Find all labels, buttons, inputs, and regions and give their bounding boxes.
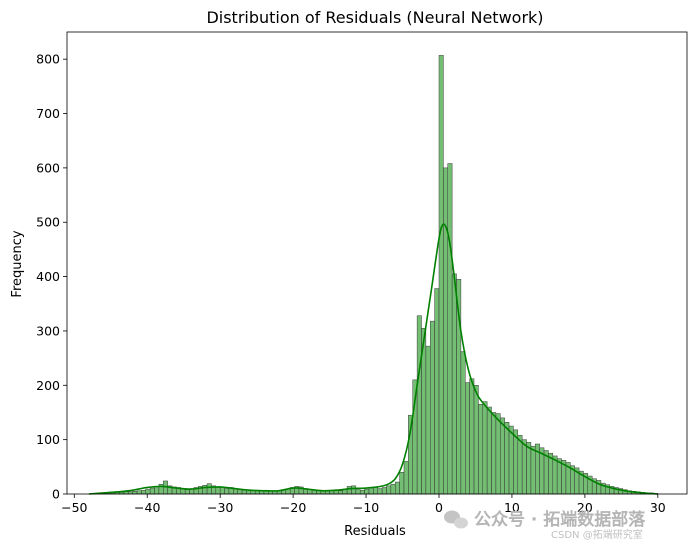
histogram-bar (215, 487, 221, 495)
y-tick-label: 200 (36, 378, 60, 393)
histogram-bar (434, 288, 440, 495)
histogram-bar (460, 351, 466, 495)
x-tick-label: −30 (207, 500, 233, 515)
histogram-bar (403, 461, 409, 495)
histogram-bar (355, 489, 361, 495)
histogram-bar (390, 483, 396, 495)
y-tick-label: 300 (36, 323, 60, 338)
histogram-bar (482, 401, 488, 495)
plot-frame (66, 31, 688, 495)
histogram-bar (473, 385, 479, 495)
histogram-bar (202, 485, 208, 495)
histogram-bar (364, 488, 370, 495)
y-tick-label: 100 (36, 432, 60, 447)
y-tick-label: 0 (52, 487, 60, 502)
histogram-bar (132, 491, 138, 495)
x-tick-label: −20 (280, 500, 306, 515)
x-tick-label: −50 (61, 500, 87, 515)
chart-title: Distribution of Residuals (Neural Networ… (206, 8, 543, 27)
histogram-bar (430, 320, 435, 495)
x-tick-label: 10 (504, 500, 520, 515)
histogram-bar (381, 487, 387, 495)
watermark: 公众号 · 拓端数据部落 CSDN @拓端研究室 (444, 509, 646, 541)
histogram-bar (154, 486, 160, 495)
y-axis-label: Frequency (10, 230, 25, 297)
histogram-bar (237, 489, 243, 495)
histogram-bar (359, 489, 365, 495)
histogram-bar (149, 487, 155, 495)
histogram-bar (416, 315, 422, 495)
histogram-bar (136, 490, 142, 495)
histogram-bar (517, 435, 523, 495)
watermark-subtext: CSDN @拓端研究室 (551, 528, 643, 541)
histogram-bar (141, 489, 147, 495)
histogram-bar (508, 425, 514, 495)
histogram-bar (338, 490, 343, 495)
x-tick-label: 0 (435, 500, 443, 515)
histogram-bar (145, 488, 151, 495)
histogram-bar (526, 442, 532, 495)
histogram-bar (451, 273, 457, 495)
histogram-bar (377, 488, 383, 495)
histogram-bar (443, 167, 449, 495)
histogram-bar (425, 345, 431, 495)
histogram-bar (521, 439, 527, 495)
histogram-bar (394, 481, 400, 495)
histogram-bar (469, 378, 475, 495)
histogram-bar (556, 458, 562, 495)
wechat-icon (444, 510, 468, 529)
histogram-bar (491, 412, 497, 495)
x-tick-label: 20 (577, 500, 593, 515)
x-axis-ticks: −50 −40 −30 −20 −10 0 10 20 30 (61, 494, 666, 515)
histogram-bar (241, 489, 247, 495)
histogram-bar (478, 404, 484, 495)
histogram-bar (465, 382, 470, 495)
histogram-bar (513, 429, 519, 495)
histogram-bars (93, 55, 659, 495)
histogram-bar (184, 489, 190, 495)
histogram-bar (486, 406, 492, 495)
y-axis-ticks: 0 100 200 300 400 500 600 700 800 (36, 52, 67, 502)
histogram-bar (504, 422, 510, 495)
x-tick-label: −40 (134, 500, 160, 515)
histogram-bar (206, 483, 212, 495)
histogram-bar (447, 163, 453, 495)
histogram-bar (552, 455, 558, 495)
x-tick-label: −10 (353, 500, 379, 515)
histogram-bar (386, 485, 392, 495)
histogram-bar (224, 488, 230, 495)
y-tick-label: 600 (36, 160, 60, 175)
y-tick-label: 400 (36, 269, 60, 284)
histogram-bar (399, 472, 405, 495)
y-tick-label: 800 (36, 52, 60, 67)
histogram-bar (438, 55, 444, 495)
histogram-bar (351, 485, 357, 495)
watermark-text: 公众号 · 拓端数据部落 (474, 509, 646, 530)
y-tick-label: 700 (36, 106, 60, 121)
histogram-bar (373, 487, 378, 495)
histogram-bar (495, 413, 501, 495)
y-tick-label: 500 (36, 215, 60, 230)
histogram-bar (500, 417, 505, 495)
x-tick-label: 30 (650, 500, 666, 515)
histogram-bar (346, 486, 352, 495)
histogram-bar (233, 488, 238, 495)
kde-curve (88, 223, 658, 495)
histogram-bar (530, 445, 536, 495)
x-axis-label: Residuals (344, 524, 406, 539)
histogram-bar (368, 487, 374, 495)
